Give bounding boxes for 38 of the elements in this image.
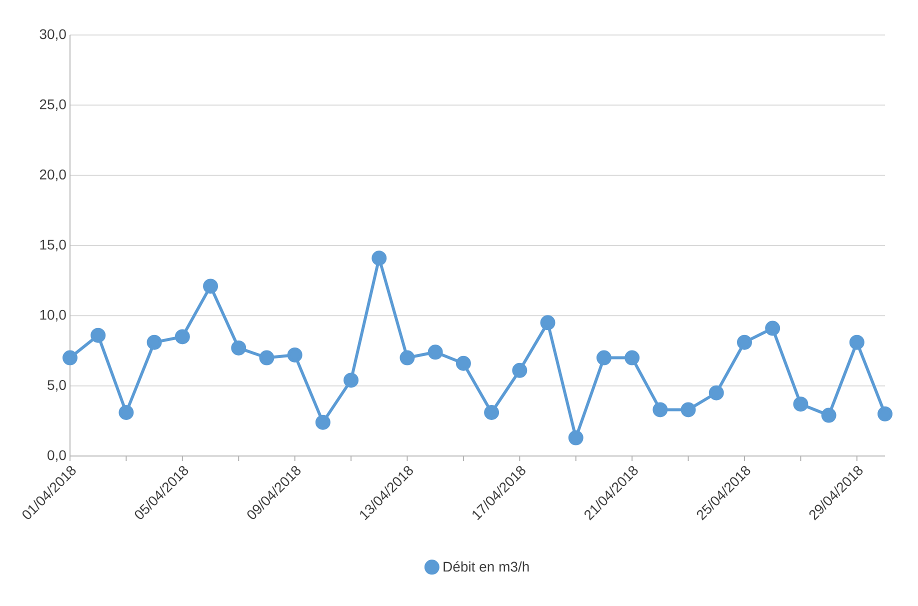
point: [540, 315, 556, 330]
point: [203, 278, 218, 294]
point: [62, 350, 78, 366]
y-tick-label: 25,0: [40, 99, 66, 111]
point: [821, 408, 836, 423]
point: [568, 430, 584, 446]
point: [287, 347, 302, 362]
point: [315, 414, 330, 430]
point: [793, 396, 808, 412]
point: [849, 334, 864, 350]
point: [428, 344, 443, 360]
y-tick-label: 30,0: [40, 29, 66, 41]
point: [259, 350, 274, 366]
point: [708, 385, 724, 400]
point: [174, 329, 190, 344]
point: [596, 350, 612, 366]
point: [652, 402, 668, 418]
point: [680, 402, 696, 418]
point: [231, 340, 246, 356]
y-tick-label: 15,0: [40, 240, 66, 252]
point: [456, 356, 471, 371]
point: [372, 250, 387, 266]
legend-label: Débit en m3/h: [444, 561, 529, 572]
y-tick-label: 5,0: [48, 380, 66, 392]
point: [765, 320, 780, 336]
point: [512, 362, 528, 378]
y-tick-label: 20,0: [40, 170, 66, 182]
point: [344, 372, 359, 388]
y-tick-label: 0,0: [48, 450, 66, 462]
y-tick-label: 10,0: [40, 310, 66, 322]
point: [736, 334, 752, 350]
point: [878, 406, 893, 422]
point: [90, 328, 106, 343]
point: [624, 350, 640, 366]
point: [146, 334, 162, 350]
point: [118, 405, 134, 420]
point: [400, 350, 415, 366]
point: [484, 405, 500, 420]
